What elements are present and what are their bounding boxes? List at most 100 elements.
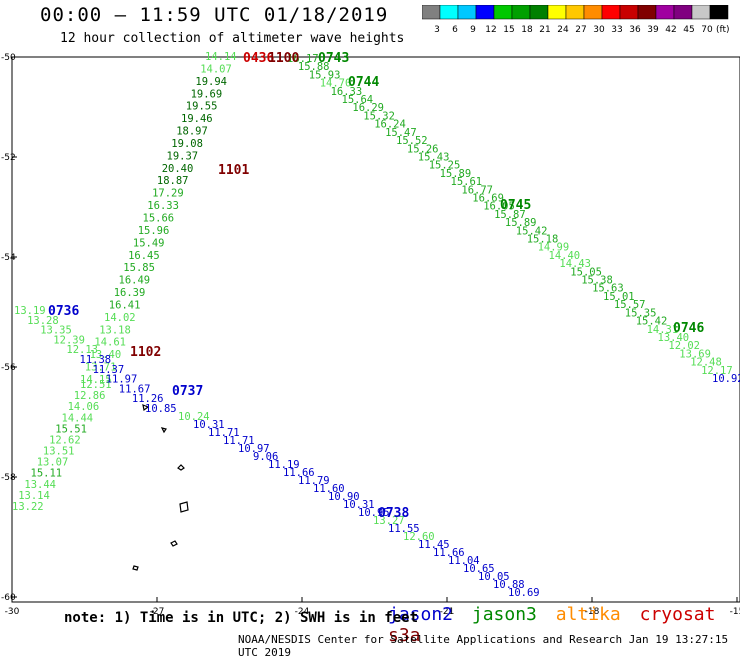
swh-value: 13.44 [24,479,56,491]
swh-value: 15.93 [309,69,341,81]
lon-tick-label: -30 [5,607,20,617]
swh-value: 13.69 [679,348,711,360]
colorbar-label: 6 [452,25,458,35]
colorbar-label: 70 [701,25,713,35]
lon-tick-label: -27 [150,607,165,617]
footer-credit: NOAA/NESDIS Center for Satellite Applica… [238,633,729,659]
islands [132,404,189,571]
swh-value: 10.31 [343,499,375,511]
swh-value: 16.29 [352,102,384,114]
swh-value: 10.05 [478,571,510,583]
swh-value: 14.70 [320,78,352,90]
swh-value: 10.95 [358,507,390,519]
swh-value: 15.96 [138,225,170,237]
swh-value: 15.52 [396,135,428,147]
swh-value: 13.40 [658,332,690,344]
swh-value: 14.14 [205,51,237,63]
swh-value: 14.61 [94,337,126,349]
legend-altika: altika [555,604,621,625]
swh-value: 10.88 [493,579,525,591]
swh-value: 15.47 [385,127,417,139]
swh-value: 11.71 [223,435,255,447]
swh-value: 13.14 [18,490,50,502]
lat-tick-label: -58 [1,473,16,483]
swh-value: 10.31 [193,419,225,431]
swh-value: 19.94 [195,76,227,88]
swh-value: 15.89 [440,168,472,180]
island-2 [160,427,167,434]
time-1100: 1100 [268,51,299,66]
plot-frame [11,56,740,603]
swh-value: 15.87 [494,209,526,221]
swh-value: 12.02 [668,340,700,352]
swh-value: 16.17 [287,53,319,65]
swh-value: 18.97 [176,126,208,138]
swh-value: 10.97 [238,443,270,455]
swh-value: 15.88 [298,61,330,73]
swh-value: 10.24 [178,411,210,423]
swh-value: 13.28 [27,315,59,327]
colorbar-label: 3 [434,25,440,35]
swh-value: 9.06 [253,451,278,463]
time-0743: 0743 [318,51,349,66]
swh-value: 12.51 [80,379,112,391]
swh-value: 16.39 [114,287,146,299]
swh-value: 11.37 [93,364,125,376]
colorbar-label: 33 [611,25,622,35]
swh-value: 12.39 [53,334,85,346]
swh-value: 13.35 [40,325,72,337]
island-3 [177,464,185,471]
lat-tick-label: -50 [1,53,16,63]
swh-value: 12.17 [701,365,733,377]
swh-value: 13.51 [43,446,75,458]
time-0436: 0436 [243,51,274,66]
swh-value: 15.35 [625,307,657,319]
time-0744: 0744 [348,75,379,90]
swh-value: 15.51 [55,423,87,435]
swh-value: 20.40 [162,163,194,175]
lon-tick-label: -24 [295,607,310,617]
swh-value: 12.60 [403,531,435,543]
swh-value: 10.92 [712,373,740,385]
swh-value: 19.55 [186,101,218,113]
time-0745: 0745 [500,198,531,213]
legend-s3a: s3a [388,625,421,646]
swh-value: 11.60 [313,483,345,495]
swh-value: 12.62 [49,435,81,447]
swh-value: 15.26 [407,143,439,155]
colorbar-unit: (ft) [716,25,730,35]
swh-value: 16.77 [461,184,493,196]
swh-value: 14.43 [559,258,591,270]
swh-value: 15.18 [527,234,559,246]
swh-value: 19.08 [171,138,203,150]
colorbar-label: 27 [575,25,586,35]
lat-tick-label: -56 [1,363,16,373]
swh-value: 13.07 [37,457,69,469]
island-6 [132,565,139,571]
lon-tick-label: -21 [440,607,455,617]
legend-jason3: jason3 [471,604,537,625]
swh-value: 11.38 [80,354,112,366]
swh-value: 10.65 [463,563,495,575]
swh-value: 13.27 [373,515,405,527]
swh-value: 14.02 [104,312,136,324]
colorbar-label: 21 [539,25,550,35]
swh-value: 15.32 [363,110,395,122]
footer-note: note: 1) Time is in UTC; 2) SWH is in fe… [64,610,419,626]
swh-value: 16.05 [483,201,515,213]
island-4 [179,501,189,513]
swh-value: 17.29 [152,188,184,200]
track-jason3-east: 16.1715.8815.9314.7016.3315.6416.2915.32… [287,53,740,385]
swh-value: 14.31 [647,324,679,336]
swh-value: 15.89 [505,217,537,229]
swh-value: 11.66 [433,547,465,559]
swh-value: 15.05 [570,266,602,278]
swh-value: 16.49 [119,275,151,287]
swh-value: 16.41 [109,300,141,312]
swh-value: 15.63 [592,283,624,295]
map-title: 00:00 – 11:59 UTC 01/18/2019 [40,4,389,26]
swh-value: 11.66 [283,467,315,479]
colorbar-label: 9 [470,25,476,35]
swh-value: 11.55 [388,523,420,535]
